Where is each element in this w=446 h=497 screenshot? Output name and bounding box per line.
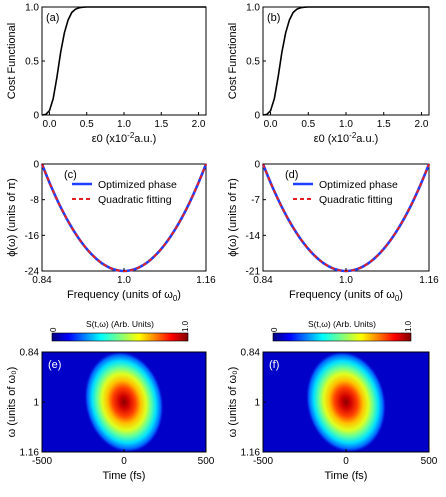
x-tick-label: 1.16 xyxy=(419,275,439,286)
panel-label: (b) xyxy=(267,12,280,24)
x-axis-label-sup: -2 xyxy=(349,131,357,140)
spectrogram-blob xyxy=(305,350,387,454)
y-tick-label: 0 xyxy=(254,111,260,122)
y-tick-label: 0.84 xyxy=(20,348,40,359)
colorbar-tick: 0 xyxy=(49,327,58,332)
x-tick-label: 1.0 xyxy=(117,275,131,286)
x-axis-label: Frequency (units of ω0) xyxy=(67,289,181,303)
x-tick-label: 1.0 xyxy=(339,119,353,130)
x-tick-label: 1.0 xyxy=(339,275,353,286)
x-axis-label-end: a.u.) xyxy=(134,133,156,145)
y-tick-label: 1 xyxy=(33,398,39,409)
plot-frame xyxy=(41,6,207,116)
y-tick-label: -14 xyxy=(246,231,261,242)
panel-b: (b)0.0 0.5 1.0 1.5 2.000.51.0ε0 (x10-2a.u.)C… xyxy=(227,3,430,145)
y-tick-label: 0 xyxy=(254,160,260,171)
x-tick-label: 500 xyxy=(198,456,215,467)
legend-label-fit: Quadratic fitting xyxy=(319,194,393,206)
x-axis-label-main: Frequency (units of ω xyxy=(67,289,173,301)
colorbar-tick: 1.0 xyxy=(181,320,190,332)
x-tick-label: 0.0 xyxy=(264,119,278,130)
spectrogram-blob xyxy=(84,350,164,454)
y-tick-label: 0.5 xyxy=(246,57,260,68)
panel-a: (a)0.0 0.5 1.0 1.5 2.000.51.0ε0 (x10-2a.u.)C… xyxy=(6,3,207,145)
colorbar-title: S(t,ω) (Arb. Units) xyxy=(308,319,376,329)
panel-label: (e) xyxy=(48,359,61,371)
x-axis-label-end: a.u.) xyxy=(356,133,378,145)
x-tick-label: -500 xyxy=(253,456,273,467)
y-axis-label: Cost Functional xyxy=(227,23,239,99)
panel-label: (d) xyxy=(285,169,298,181)
y-tick-label: 1.0 xyxy=(25,3,39,14)
y-tick-label: 0 xyxy=(33,160,39,171)
panel-label: (a) xyxy=(46,12,59,24)
colorbar-title: S(t,ω) (Arb. Units) xyxy=(86,319,154,329)
legend-label-optimized: Optimized phase xyxy=(319,179,398,191)
y-tick-label: -7 xyxy=(251,195,260,206)
x-axis-label-sub: 0 xyxy=(173,294,178,303)
x-axis-label: Time (fs) xyxy=(325,470,368,482)
panel-e: S(t,ω) (Arb. Units) 0 1.0 (e) 0.84 1 1.16-500 0… xyxy=(6,319,215,482)
x-axis-label: ε0 (x10-2a.u.) xyxy=(314,131,379,145)
x-tick-label: 0.0 xyxy=(43,119,57,130)
x-axis-label-main: ε0 (x10 xyxy=(314,133,349,145)
colorbar-tick: 0 xyxy=(270,327,279,332)
x-axis-label: Frequency (units of ω0) xyxy=(289,289,403,303)
x-tick-label: 0 xyxy=(343,456,349,467)
plot-frame xyxy=(41,163,207,272)
x-tick-label: 0.5 xyxy=(301,119,315,130)
panel-label: (f) xyxy=(269,359,279,371)
legend-label-fit: Quadratic fitting xyxy=(98,194,172,206)
cost-functional-line xyxy=(262,6,429,116)
legend-label-optimized: Optimized phase xyxy=(98,179,177,191)
x-tick-label: 0 xyxy=(121,456,127,467)
x-tick-label: -500 xyxy=(32,456,52,467)
y-tick-label: -24 xyxy=(25,267,40,278)
colorbar xyxy=(51,332,189,342)
y-tick-label: 1.16 xyxy=(20,448,40,459)
y-axis-label: ω (units of ω₀) xyxy=(227,367,239,438)
y-axis-label: ϕ(ω) (units of π) xyxy=(6,178,18,257)
x-axis-label-sub: 0 xyxy=(395,294,400,303)
y-tick-label: -21 xyxy=(246,267,261,278)
x-axis-label: Time (fs) xyxy=(103,470,146,482)
y-tick-label: 0.84 xyxy=(241,348,261,359)
x-tick-label: 2.0 xyxy=(415,119,429,130)
y-tick-label: 0.5 xyxy=(25,57,39,68)
cost-functional-line xyxy=(41,6,206,116)
y-tick-label: 1.16 xyxy=(241,448,261,459)
x-axis-label-main: Frequency (units of ω xyxy=(289,289,395,301)
y-tick-label: -16 xyxy=(25,231,40,242)
colorbar-tick: 1.0 xyxy=(404,320,413,332)
panel-label: (c) xyxy=(64,169,77,181)
x-tick-label: 1.0 xyxy=(117,119,131,130)
y-tick-label: -8 xyxy=(30,195,39,206)
x-tick-label: 0.84 xyxy=(32,275,52,286)
x-tick-label: 2.0 xyxy=(192,119,206,130)
y-axis-label: ω (units of ω₀) xyxy=(6,367,18,438)
y-tick-label: 1 xyxy=(254,398,260,409)
plot-frame xyxy=(262,163,430,272)
x-tick-label: 1.5 xyxy=(377,119,391,130)
x-tick-label: 1.16 xyxy=(196,275,216,286)
x-tick-label: 1.5 xyxy=(154,119,168,130)
panel-f: S(t,ω) (Arb. Units) 0 1.0 (f) 0.84 1 1.16-500 0… xyxy=(227,319,438,482)
x-tick-label: 500 xyxy=(421,456,438,467)
x-axis-label-end: ) xyxy=(399,289,403,301)
y-axis-label: ϕ(ω) (units of π) xyxy=(227,178,239,257)
y-axis-label: Cost Functional xyxy=(6,23,18,99)
colorbar xyxy=(272,332,412,342)
x-tick-label: 0.5 xyxy=(80,119,94,130)
x-axis-label-main: ε0 (x10 xyxy=(92,133,127,145)
y-tick-label: 0 xyxy=(33,111,39,122)
y-tick-label: 1.0 xyxy=(246,3,260,14)
x-tick-label: 0.84 xyxy=(253,275,273,286)
x-axis-label-sup: -2 xyxy=(127,131,135,140)
x-axis-label: ε0 (x10-2a.u.) xyxy=(92,131,157,145)
panel-d: Optimized phase Quadratic fitting (d) 0.84 1… xyxy=(227,160,439,304)
panel-c: Optimized phase Quadratic fitting (c) 0.84 1… xyxy=(6,160,216,304)
x-axis-label-end: ) xyxy=(177,289,181,301)
